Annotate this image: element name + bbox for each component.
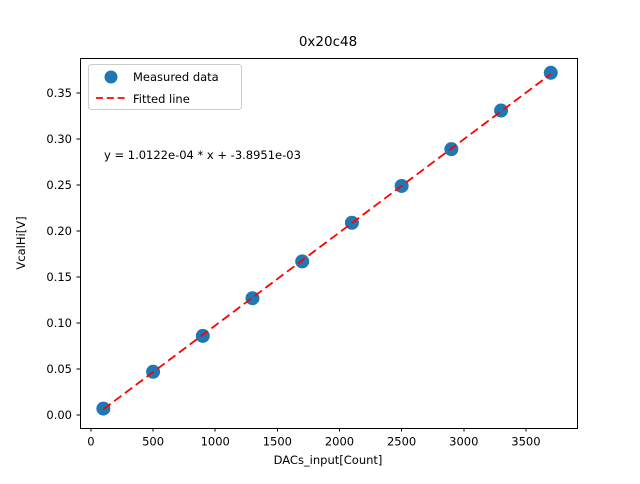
y-tick-label: 0.00: [46, 408, 72, 422]
y-tick-label: 0.15: [46, 270, 72, 284]
fitted-line: [102, 73, 552, 411]
legend-box: [88, 64, 242, 110]
x-tick-label: 2500: [387, 435, 416, 449]
legend-label-measured: Measured data: [133, 70, 219, 84]
y-tick-label: 0.35: [46, 86, 72, 100]
legend-marker-measured-icon: [104, 70, 118, 84]
y-tick-label: 0.05: [46, 362, 72, 376]
y-axis-label: VcalHi[V]: [14, 216, 28, 269]
legend: Measured data Fitted line: [88, 64, 242, 110]
x-tick-label: 0: [87, 435, 94, 449]
chart-title: 0x20c48: [299, 34, 357, 50]
x-tick-label: 3500: [511, 435, 540, 449]
x-tick-label: 3000: [449, 435, 478, 449]
y-tick-label: 0.30: [46, 132, 72, 146]
data-point: [543, 65, 558, 80]
x-tick-label: 1500: [263, 435, 292, 449]
y-tick-label: 0.25: [46, 178, 72, 192]
x-axis-label: DACs_input[Count]: [274, 453, 383, 467]
legend-label-fitted: Fitted line: [133, 92, 190, 106]
x-tick-label: 500: [142, 435, 164, 449]
y-tick-label: 0.10: [46, 316, 72, 330]
plot-area: [80, 58, 578, 429]
x-tick-label: 1000: [201, 435, 230, 449]
equation-annotation: y = 1.0122e-04 * x + -3.8951e-03: [104, 148, 301, 162]
y-tick-label: 0.20: [46, 224, 72, 238]
x-tick-label: 2000: [325, 435, 354, 449]
